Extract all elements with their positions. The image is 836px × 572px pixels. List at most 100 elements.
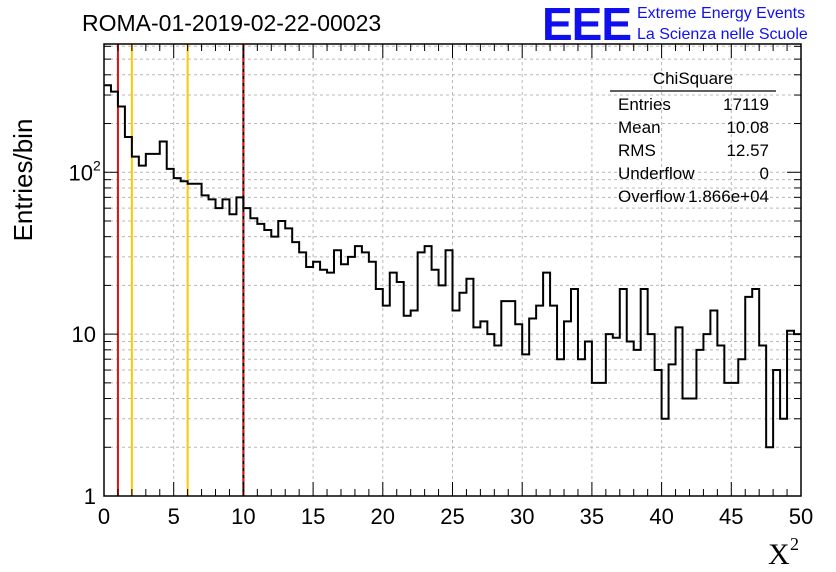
histogram-bin xyxy=(264,230,271,496)
histogram-bin xyxy=(780,419,787,496)
histogram-bin xyxy=(222,199,229,496)
histogram-bin xyxy=(655,370,662,496)
stats-box: ChiSquare Entries 17119 Mean 10.08 RMS 1… xyxy=(610,69,776,206)
stats-title: ChiSquare xyxy=(653,69,733,88)
histogram-bin xyxy=(285,228,292,496)
histogram-bin xyxy=(683,399,690,496)
stats-value-overflow: 1.866e+04 xyxy=(688,187,769,206)
histogram-bin xyxy=(459,293,466,496)
histogram-layer xyxy=(104,84,801,496)
histogram-bin xyxy=(299,252,306,496)
histogram-bin xyxy=(181,181,188,496)
histogram-bin xyxy=(592,383,599,496)
histogram-bin xyxy=(404,316,411,496)
histogram-bin xyxy=(446,250,453,496)
histogram-bin xyxy=(606,334,613,496)
histogram-bin xyxy=(676,327,683,496)
histogram-bin xyxy=(794,334,801,496)
histogram-bin xyxy=(550,306,557,496)
histogram-bin xyxy=(216,208,223,496)
histogram-bin xyxy=(738,359,745,496)
histogram-bin xyxy=(543,273,550,496)
stats-value-rms: 12.57 xyxy=(726,141,769,160)
histogram-bin xyxy=(515,324,522,496)
reference-lines xyxy=(116,44,245,496)
histogram-bin xyxy=(341,264,348,496)
histogram-bin xyxy=(334,250,341,496)
histogram-bin xyxy=(501,301,508,496)
grid-layer xyxy=(104,44,801,496)
histogram-bin xyxy=(355,246,362,496)
histogram-bin xyxy=(613,338,620,496)
stats-label-rms: RMS xyxy=(618,141,656,160)
histogram-bin xyxy=(243,208,250,496)
histogram-bin xyxy=(578,359,585,496)
histogram-bin xyxy=(236,197,243,496)
histogram-bin xyxy=(648,334,655,496)
histogram-bin xyxy=(174,178,181,496)
histogram-bin xyxy=(348,257,355,496)
histogram-bin xyxy=(522,354,529,496)
histogram-bin xyxy=(188,184,195,496)
histogram-bin xyxy=(411,310,418,496)
histogram-bin xyxy=(473,327,480,496)
histogram-bin xyxy=(703,334,710,496)
y-axis-label: Entries/bin xyxy=(8,119,38,242)
x-tick-label: 40 xyxy=(649,504,673,529)
histogram-bin xyxy=(195,184,202,496)
histogram-bin xyxy=(641,289,648,496)
histogram-bin xyxy=(599,383,606,496)
histogram-bin xyxy=(383,306,390,496)
histogram-bin xyxy=(787,331,794,496)
histogram-bin xyxy=(766,447,773,496)
histogram-bin xyxy=(585,342,592,496)
histogram-bin xyxy=(439,285,446,496)
histogram-bin xyxy=(418,252,425,496)
histogram-bin xyxy=(508,301,515,496)
histogram-bin xyxy=(271,237,278,496)
histogram-bin xyxy=(306,267,313,496)
chart-title: ROMA-01-2019-02-22-00023 xyxy=(82,10,381,36)
histogram-bin xyxy=(104,85,111,496)
x-tick-label: 5 xyxy=(168,504,180,529)
stats-label-overflow: Overflow xyxy=(618,187,686,206)
y-tick-label: 10 xyxy=(72,322,96,347)
histogram-bin xyxy=(146,154,153,496)
histogram-bin xyxy=(752,289,759,496)
histogram-bin xyxy=(369,262,376,496)
histogram-bin xyxy=(320,270,327,496)
y-tick-label-exponent: 2 xyxy=(93,157,101,173)
y-tick-label: 10 xyxy=(69,160,93,185)
histogram-bin xyxy=(390,273,397,496)
stats-label-underflow: Underflow xyxy=(618,164,695,183)
eee-logo: EEE Extreme Energy Events La Scienza nel… xyxy=(542,0,808,50)
histogram-bin xyxy=(167,169,174,496)
histogram-bin xyxy=(278,221,285,496)
histogram-bin xyxy=(745,297,752,496)
y-tick-label: 1 xyxy=(84,484,96,509)
histogram-bin xyxy=(202,195,209,496)
x-axis-label-text: X xyxy=(768,538,790,571)
x-tick-label: 35 xyxy=(580,504,604,529)
x-tick-label: 20 xyxy=(371,504,395,529)
histogram-bin xyxy=(125,137,132,496)
histogram-bin xyxy=(620,289,627,496)
logo-mark: EEE xyxy=(542,0,631,50)
histogram-bin xyxy=(773,370,780,496)
histogram-bin xyxy=(536,306,543,496)
logo-line-1: Extreme Energy Events xyxy=(637,5,805,22)
histogram-bin xyxy=(250,218,257,496)
histogram-bin xyxy=(557,359,564,496)
histogram-bin xyxy=(432,270,439,496)
x-tick-label: 15 xyxy=(301,504,325,529)
histogram-bin xyxy=(689,399,696,496)
x-tick-label: 30 xyxy=(510,504,534,529)
histogram-bin xyxy=(480,321,487,496)
x-tick-label: 50 xyxy=(789,504,813,529)
histogram-bin xyxy=(529,318,536,496)
histogram-outline xyxy=(104,84,801,449)
histogram-bin xyxy=(662,419,669,496)
